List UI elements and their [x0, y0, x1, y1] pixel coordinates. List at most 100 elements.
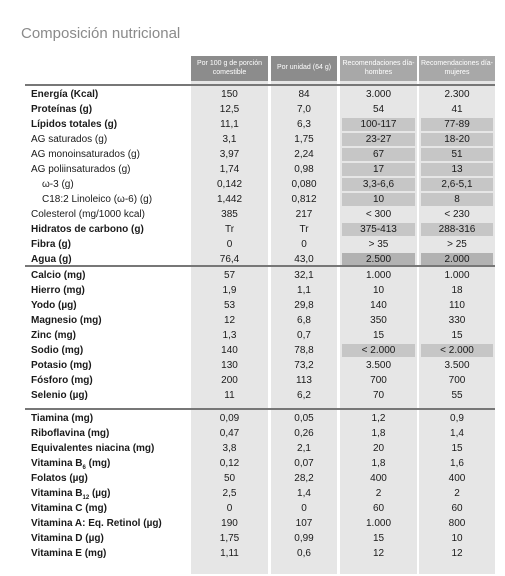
- row-label: Vitamina E (mg): [31, 548, 107, 559]
- row-label: Riboflavina (mg): [31, 428, 110, 439]
- row-label: C18:2 Linoleico (ω-6) (g): [42, 194, 153, 205]
- value-rec-women: 2: [454, 488, 460, 499]
- header-rec-men: Recomendaciones día-hombres: [340, 56, 417, 81]
- row-label: Agua (g): [31, 254, 72, 265]
- table-row: Vitamina E (mg) 1,11 0,6 12 12: [0, 546, 505, 561]
- value-rec-men: > 35: [368, 239, 389, 250]
- table-row: Magnesio (mg) 12 6,8 350 330: [0, 313, 505, 328]
- value-per-unit: 78,8: [294, 345, 314, 356]
- value-rec-women: 1,4: [450, 428, 464, 439]
- value-per100: 3,1: [222, 134, 237, 145]
- value-rec-men: 12: [372, 548, 385, 559]
- highlight-cell: [342, 163, 415, 176]
- value-per100: 12: [223, 315, 236, 326]
- row-label: Selenio (µg): [31, 390, 88, 401]
- row-label: Vitamina A: Eq. Retinol (µg): [31, 518, 162, 529]
- value-per-unit: 107: [295, 518, 313, 529]
- row-label: Proteínas (g): [31, 104, 93, 115]
- row-label: Yodo (µg): [31, 300, 77, 311]
- table-row: Vitamina B12 (µg) 2,5 1,4 2 2: [0, 486, 505, 501]
- value-per-unit: 6,3: [297, 119, 311, 130]
- value-per100: 3,97: [219, 149, 240, 160]
- row-label: ω-3 (g): [42, 179, 74, 190]
- highlight-cell: [421, 133, 493, 146]
- value-per-unit: 2,1: [297, 443, 311, 454]
- value-per100: 150: [221, 89, 238, 100]
- value-rec-women: 18-20: [444, 134, 470, 145]
- value-rec-women: 3.500: [444, 360, 470, 371]
- value-per-unit: 1,75: [294, 134, 314, 145]
- value-per-unit: 29,8: [294, 300, 314, 311]
- value-per-unit: 0: [301, 239, 307, 250]
- value-per100: 385: [221, 209, 238, 220]
- value-rec-women: 10: [451, 533, 463, 544]
- value-rec-men: 1,8: [371, 458, 386, 469]
- value-rec-women: 700: [448, 375, 466, 386]
- table-row: Fibra (g) 0 0 > 35 > 25: [0, 237, 505, 252]
- table-row: Energía (Kcal) 150 84 3.000 2.300: [0, 87, 505, 102]
- row-label: Vitamina B12 (µg): [31, 488, 111, 501]
- value-per100: 190: [221, 518, 238, 529]
- table-row: AG monoinsaturados (g) 3,97 2,24 67 51: [0, 147, 505, 162]
- highlight-cell: [342, 253, 415, 266]
- row-label: Hierro (mg): [31, 285, 85, 296]
- value-rec-men: 2: [375, 488, 382, 499]
- value-rec-women: 1.000: [444, 270, 470, 281]
- value-rec-women: 1,6: [450, 458, 464, 469]
- value-rec-men: < 2.000: [361, 345, 396, 356]
- value-per-unit: 217: [295, 209, 313, 220]
- value-per-unit: 1,4: [297, 488, 311, 499]
- value-rec-men: 17: [372, 164, 385, 175]
- value-per-unit: 0,080: [291, 179, 317, 190]
- row-label: Tiamina (mg): [31, 413, 94, 424]
- highlight-cell: [421, 223, 493, 236]
- value-rec-women: 110: [449, 300, 465, 311]
- value-per-unit: 73,2: [294, 360, 314, 371]
- value-rec-men: 10: [372, 285, 385, 296]
- value-per100: 53: [223, 300, 236, 311]
- value-per100: 2,5: [222, 488, 237, 499]
- value-rec-men: 3.000: [365, 89, 392, 100]
- value-per100: 50: [223, 473, 236, 484]
- group-divider: [25, 84, 495, 86]
- value-rec-men: 60: [372, 503, 385, 514]
- row-label: Zinc (mg): [31, 330, 76, 341]
- value-per100: 1,75: [219, 533, 240, 544]
- value-rec-women: 2.300: [444, 89, 470, 100]
- value-rec-men: 400: [370, 473, 387, 484]
- value-per100: 0,12: [219, 458, 240, 469]
- value-rec-men: 1.000: [365, 518, 392, 529]
- table-row: Agua (g) 76,4 43,0 2.500 2.000: [0, 252, 505, 267]
- highlight-cell: [342, 223, 415, 236]
- value-rec-men: 3,3-6,6: [362, 179, 395, 190]
- row-label: Equivalentes niacina (mg): [31, 443, 155, 454]
- row-label: Folatos (µg): [31, 473, 88, 484]
- value-per-unit: 0,812: [291, 194, 317, 205]
- row-label: Colesterol (mg/1000 kcal): [31, 209, 145, 220]
- row-label: Hidratos de carbono (g): [31, 224, 144, 235]
- value-rec-women: 41: [451, 104, 463, 115]
- highlight-cell: [342, 344, 415, 357]
- table-row: Calcio (mg) 57 32,1 1.000 1.000: [0, 268, 505, 283]
- table-row: Lípidos totales (g) 11,1 6,3 100-117 77-89: [0, 117, 505, 132]
- value-per100: 0: [226, 503, 233, 514]
- value-per-unit: 43,0: [294, 254, 314, 265]
- table-row: C18:2 Linoleico (ω-6) (g) 1,442 0,812 10 8: [0, 192, 505, 207]
- value-per100: 0: [226, 239, 233, 250]
- table-row: AG saturados (g) 3,1 1,75 23-27 18-20: [0, 132, 505, 147]
- table-row: Zinc (mg) 1,3 0,7 15 15: [0, 328, 505, 343]
- table-row: Vitamina D (µg) 1,75 0,99 15 10: [0, 531, 505, 546]
- value-per100: 140: [221, 345, 238, 356]
- value-rec-women: 77-89: [444, 119, 470, 130]
- row-label: Vitamina C (mg): [31, 503, 107, 514]
- value-per100: 130: [221, 360, 238, 371]
- table-row: Colesterol (mg/1000 kcal) 385 217 < 300 < 23…: [0, 207, 505, 222]
- value-per-unit: 2,24: [294, 149, 314, 160]
- table-row: Sodio (mg) 140 78,8 < 2.000 < 2.000: [0, 343, 505, 358]
- value-per100: 57: [223, 270, 236, 281]
- value-rec-men: 67: [372, 149, 385, 160]
- value-rec-women: 60: [451, 503, 463, 514]
- value-rec-men: 23-27: [365, 134, 392, 145]
- row-label: AG poliinsaturados (g): [31, 164, 131, 175]
- highlight-cell: [421, 344, 493, 357]
